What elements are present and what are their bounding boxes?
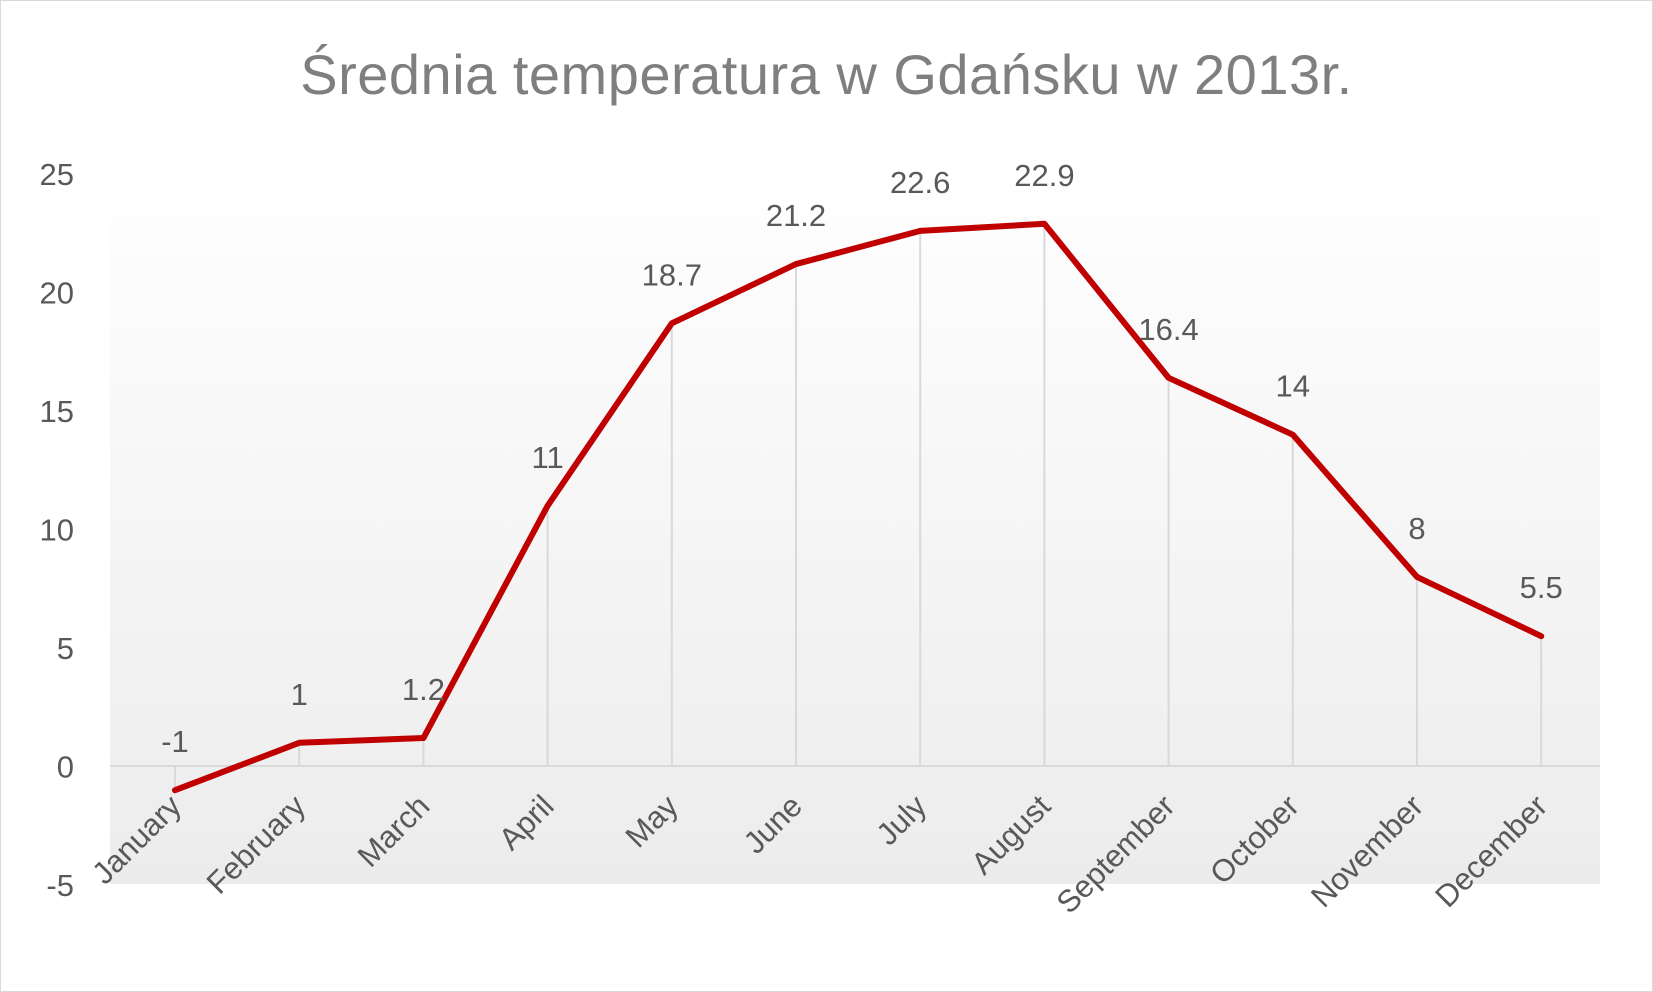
data-label: 18.7 [642,257,702,292]
y-tick-label: 0 [57,750,74,785]
plot-area [110,162,1600,884]
y-tick-label: 10 [40,513,74,548]
y-axis: 25 20 15 10 5 0 -5 [40,157,74,903]
data-label: 22.6 [890,165,950,200]
data-label: 5.5 [1520,570,1563,605]
gridlines [174,223,1543,791]
y-tick-label: 5 [57,631,74,666]
data-label: 22.9 [1014,158,1074,193]
data-labels: -1 1 1.2 11 18.7 21.2 22.6 22.9 16.4 14 8 5.5 [161,158,1563,759]
data-label: 14 [1276,369,1310,404]
data-label: 16.4 [1138,312,1198,347]
y-tick-label: 25 [40,157,74,192]
y-tick-label: 20 [40,276,74,311]
series-line [172,220,1545,794]
y-tick-label: -5 [46,868,74,903]
y-tick-label: 15 [40,394,74,429]
data-label: 21.2 [766,198,826,233]
data-label: -1 [161,724,189,759]
data-label: 8 [1408,511,1425,546]
data-label: 1 [291,677,308,712]
chart-title: Średnia temperatura w Gdańsku w 2013r. [300,43,1353,106]
data-label: 11 [532,440,564,475]
data-label: 1.2 [402,672,445,707]
